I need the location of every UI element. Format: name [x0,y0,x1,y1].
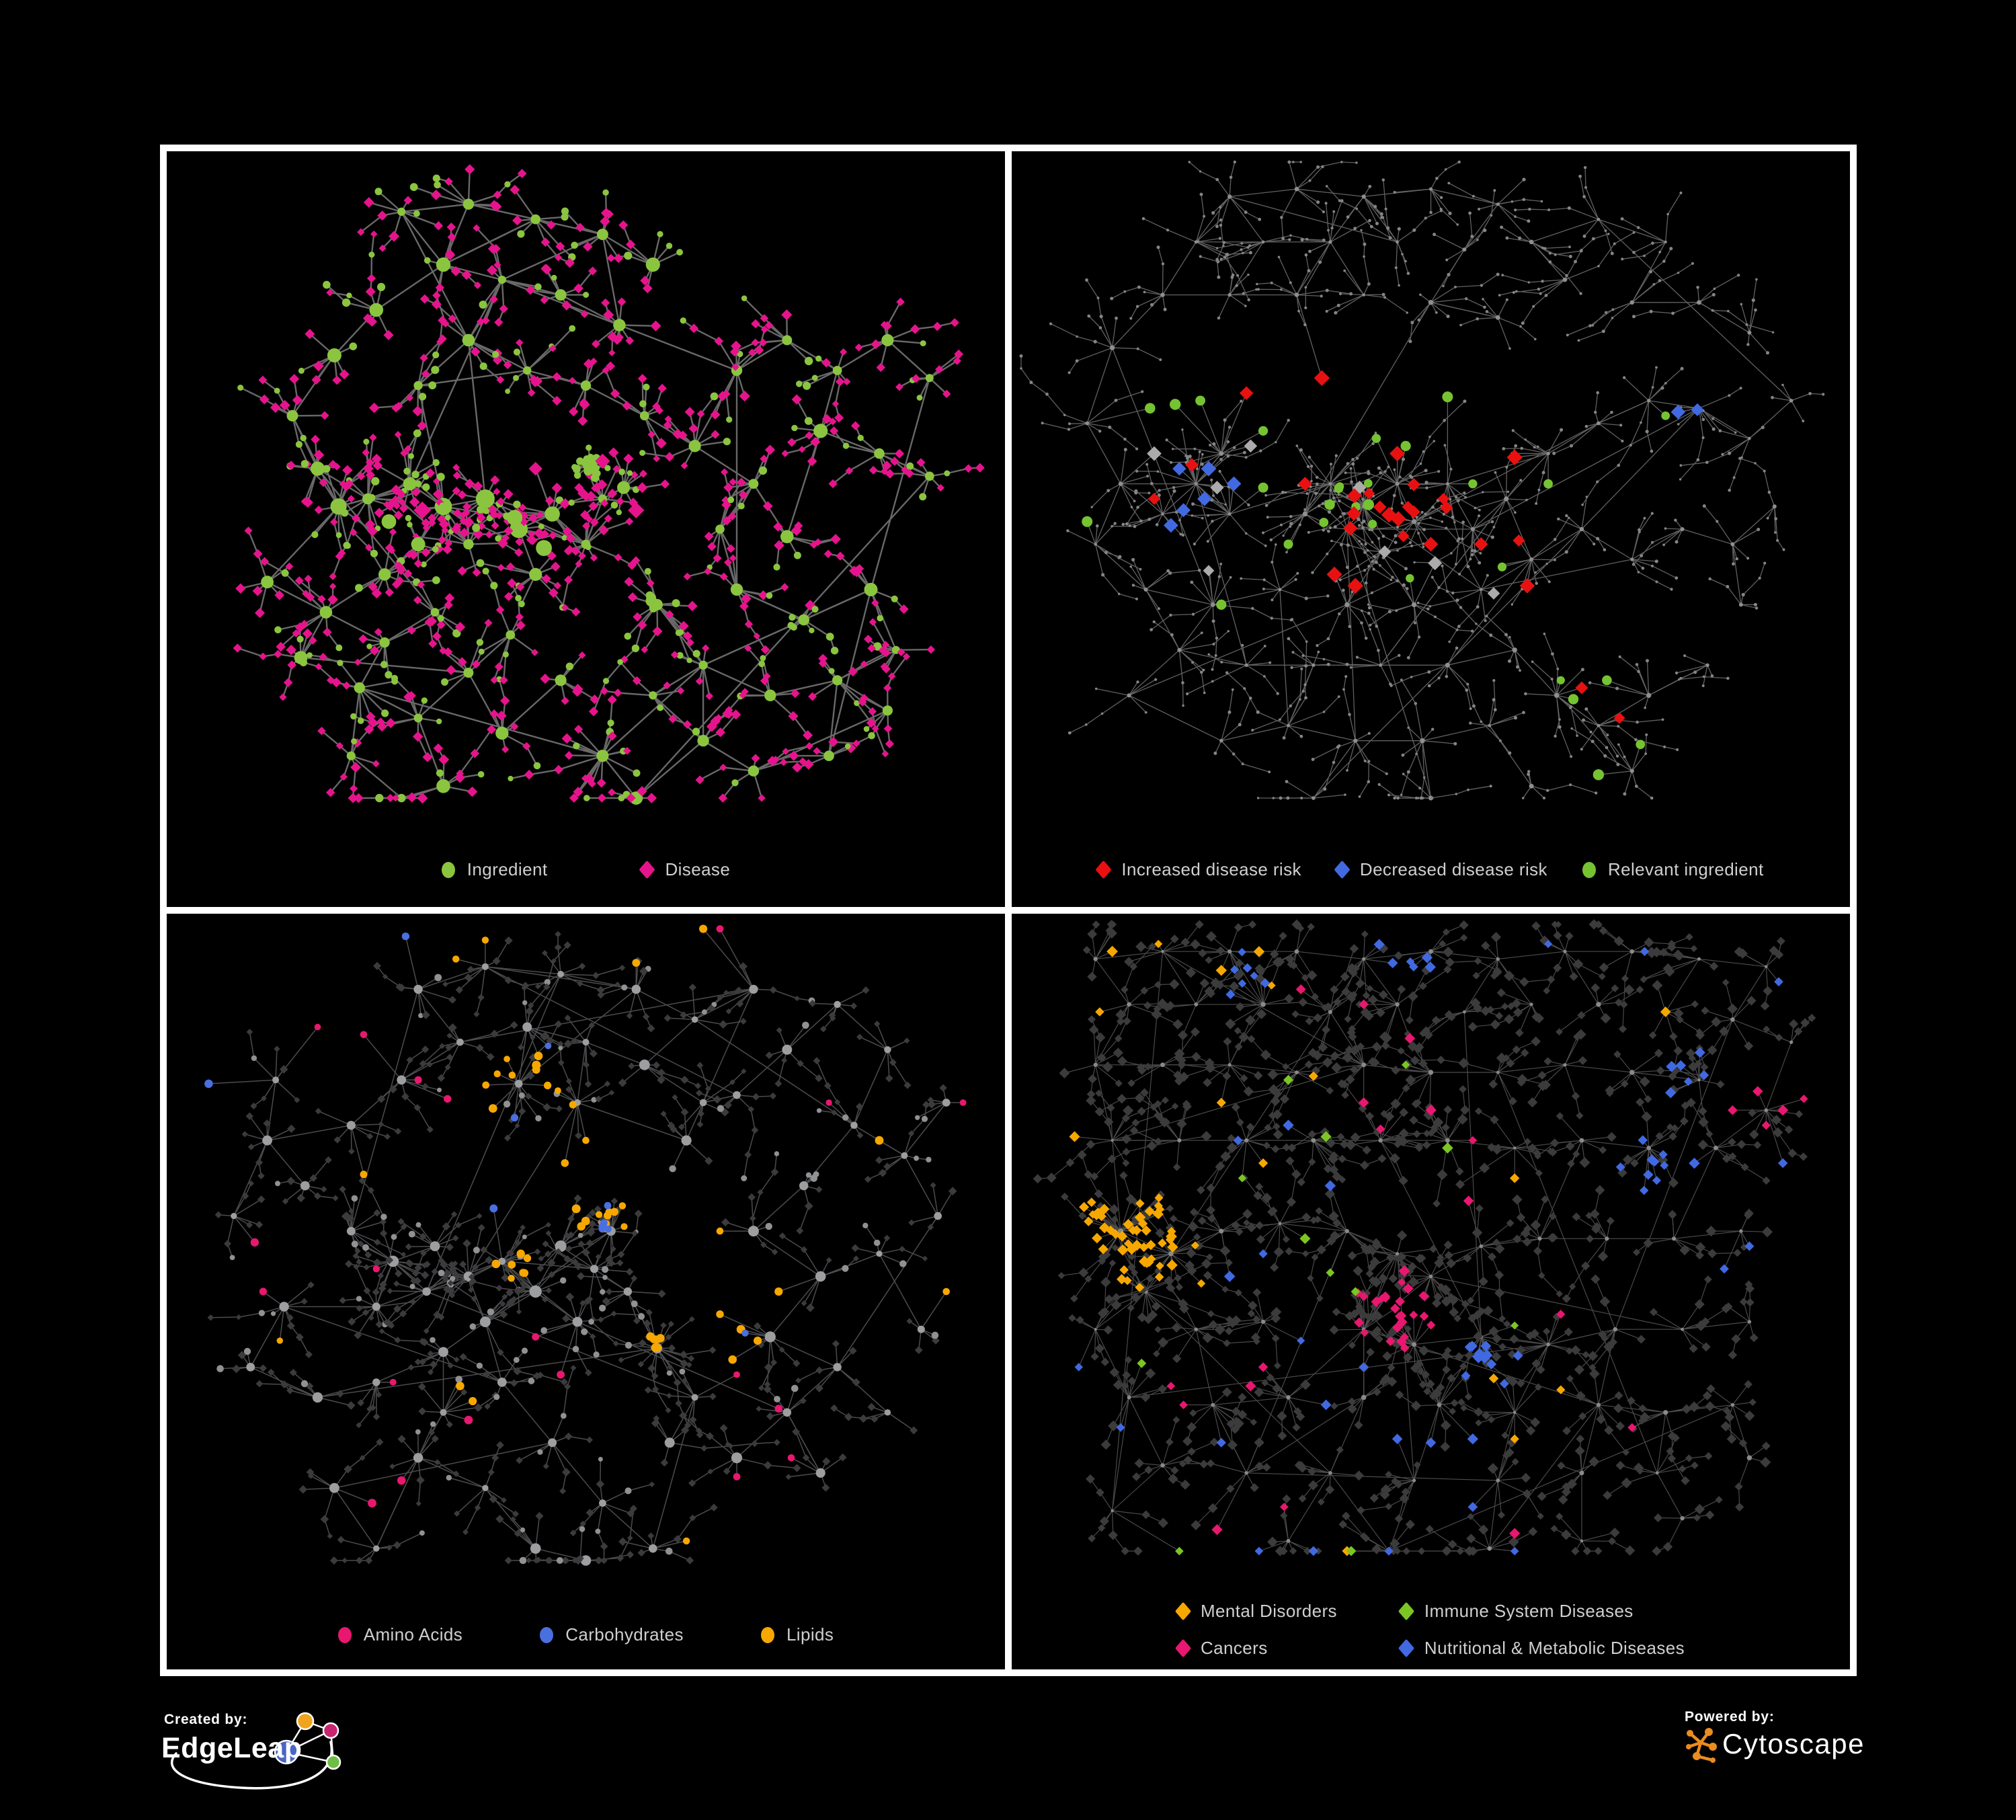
legend-item-increased-disease-risk: Increased disease risk [1095,859,1301,880]
edgeleap-credit: Created by: EdgeLeap [161,1712,370,1806]
panel-disease-classes: Mental Disorders Immune System Diseases Ca… [1012,914,1850,1669]
powered-by-label: Powered by: [1685,1709,1775,1725]
legend-item-mental-disorders: Mental Disorders [1174,1601,1337,1622]
legend-label: Lipids [786,1624,834,1645]
legend-item-immune-system-diseases: Immune System Diseases [1398,1601,1685,1622]
figure-frame: Ingredient Disease Increased disease risk… [160,145,1857,1676]
diamond-marker-icon [639,860,655,879]
legend-ingredient-disease: Ingredient Disease [167,859,1005,880]
legend-label: Carbohydrates [565,1624,684,1645]
diamond-marker-icon [1095,860,1112,879]
diamond-marker-icon [1174,1638,1191,1658]
legend-label: Disease [665,859,731,879]
legend-item-amino-acids: Amino Acids [337,1624,463,1645]
legend-label: Mental Disorders [1201,1601,1337,1621]
network-graph-disease-classes [1033,919,1816,1556]
legend-item-relevant-ingredient: Relevant ingredient [1582,859,1764,880]
panel-disease-risk: Increased disease risk Decreased disease … [1012,151,1850,907]
network-graph-compound-classes [204,924,967,1566]
diamond-marker-icon [1174,1601,1191,1621]
legend-label: Amino Acids [363,1624,463,1645]
panel-compound-classes: Amino Acids Carbohydrates Lipids [167,914,1005,1669]
legend-item-carbohydrates: Carbohydrates [540,1624,684,1645]
legend-label: Immune System Diseases [1424,1601,1634,1621]
circle-marker-icon [337,1626,352,1643]
panel-grid: Ingredient Disease Increased disease risk… [167,151,1850,1669]
circle-marker-icon [441,861,455,878]
diamond-marker-icon [1334,860,1350,879]
network-graph-ingredient-disease [233,164,985,805]
circle-marker-icon [1582,861,1596,878]
legend-item-cancers: Cancers [1174,1638,1337,1659]
legend-label: Ingredient [467,859,548,879]
legend-label: Relevant ingredient [1607,859,1764,879]
legend-disease-classes: Mental Disorders Immune System Diseases Ca… [1174,1601,1685,1659]
circle-marker-icon [760,1626,774,1643]
legend-label: Nutritional & Metabolic Diseases [1424,1638,1685,1658]
edgeleap-logo-text: EdgeLeap [161,1732,303,1764]
legend-label: Increased disease risk [1121,859,1301,879]
diamond-marker-icon [1398,1601,1415,1621]
diamond-marker-icon [1398,1638,1415,1658]
legend-item-ingredient: Ingredient [441,859,548,880]
legend-item-lipids: Lipids [760,1624,834,1645]
cytoscape-credit: Powered by: Cytoscape [1679,1709,1962,1796]
circle-marker-icon [540,1626,554,1643]
legend-disease-risk: Increased disease risk Decreased disease … [1012,859,1850,880]
cytoscape-logo-text: Cytoscape [1722,1728,1865,1759]
network-graph-disease-risk [1019,160,1825,801]
legend-item-decreased-disease-risk: Decreased disease risk [1334,859,1547,880]
legend-compound-classes: Amino Acids Carbohydrates Lipids [167,1624,1005,1645]
panel-ingredient-disease: Ingredient Disease [167,151,1005,907]
legend-label: Cancers [1201,1638,1268,1658]
cytoscape-logo-icon [1686,1728,1717,1763]
legend-item-disease: Disease [639,859,731,880]
legend-label: Decreased disease risk [1359,859,1547,879]
legend-item-nutritional-metabolic-diseases: Nutritional & Metabolic Diseases [1398,1638,1685,1659]
created-by-label: Created by: [164,1712,248,1727]
